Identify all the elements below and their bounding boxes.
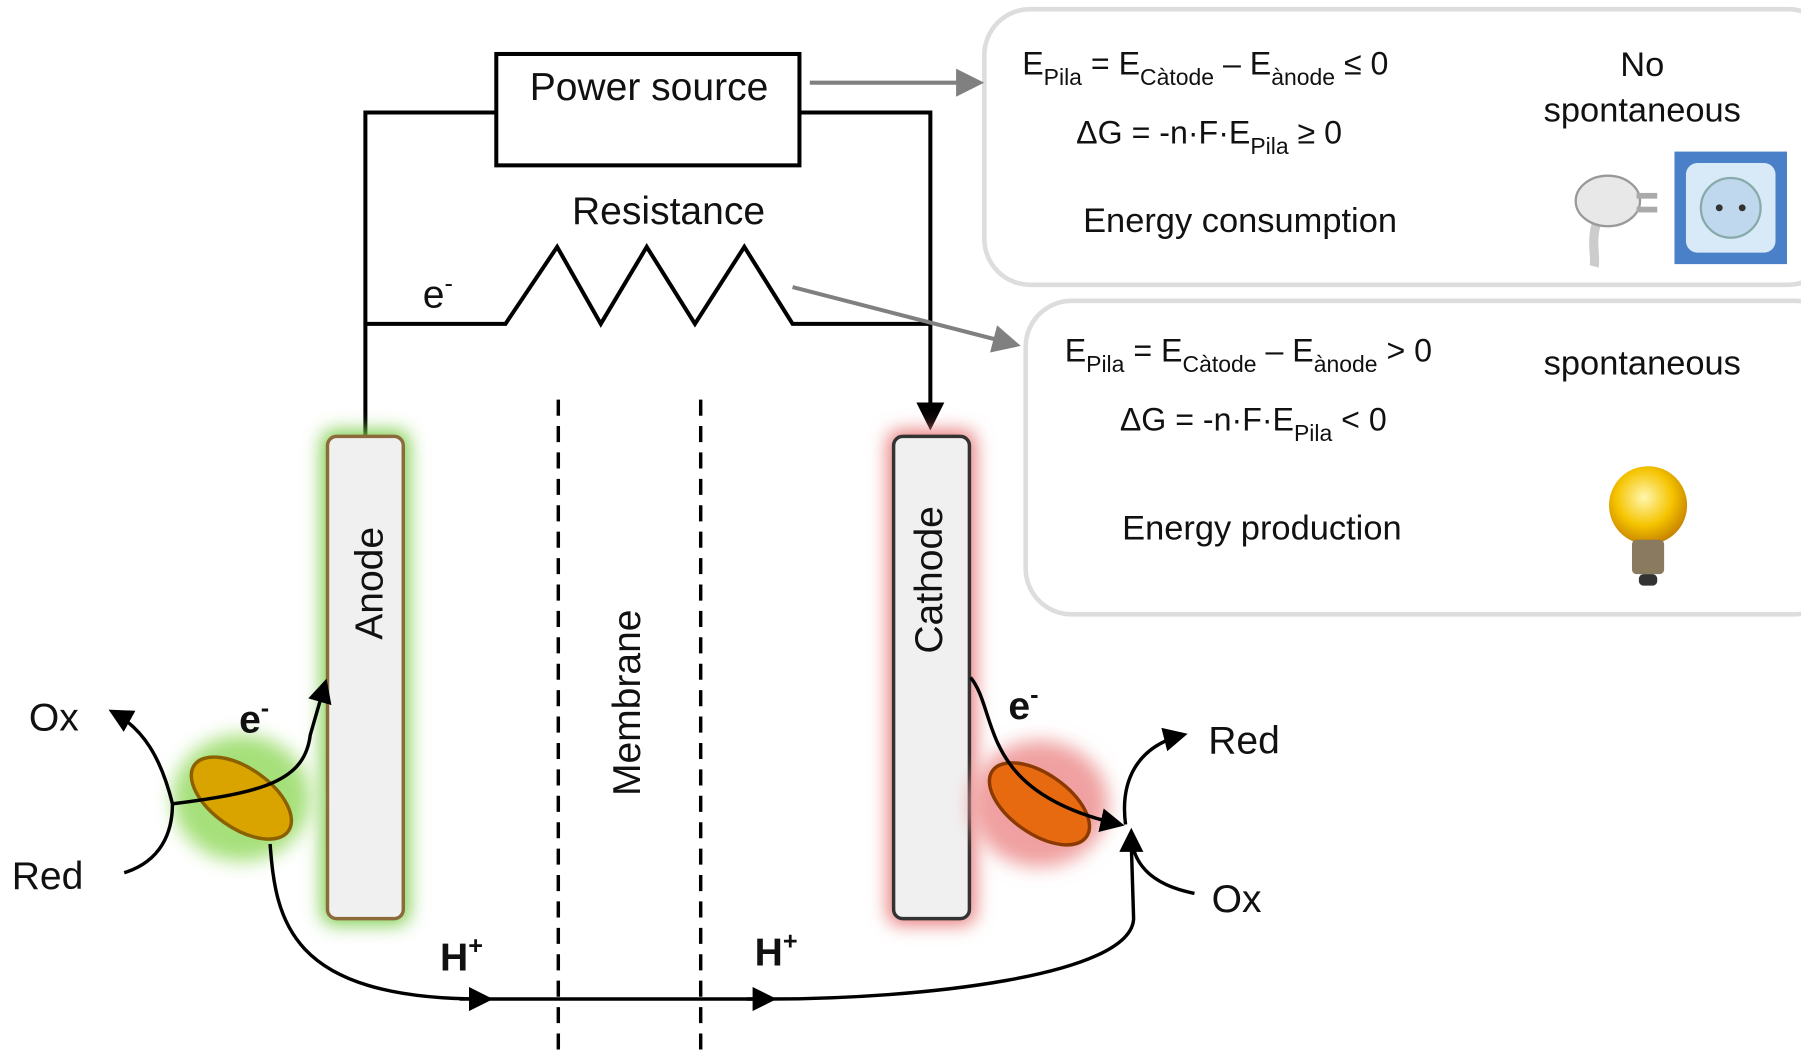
equation-part: = E bbox=[1082, 46, 1140, 82]
subscript: Pila bbox=[1294, 420, 1333, 446]
equation-part: E bbox=[1022, 46, 1043, 82]
resistance-label: Resistance bbox=[572, 190, 765, 233]
equation-part: > 0 bbox=[1378, 333, 1433, 369]
proton-label: H+ bbox=[440, 932, 483, 979]
equation-part: < 0 bbox=[1332, 402, 1387, 438]
status-label: spontaneous bbox=[1544, 92, 1741, 130]
bacterium bbox=[987, 761, 1092, 847]
equation: ΔG = -n·F·EPila < 0 bbox=[1120, 402, 1387, 446]
equation-part: – E bbox=[1214, 46, 1271, 82]
subscript: Càtode bbox=[1140, 64, 1214, 90]
cathode bbox=[891, 434, 972, 921]
cathode-label: Cathode bbox=[908, 506, 951, 654]
subscript: ànode bbox=[1314, 351, 1378, 377]
bacterium bbox=[189, 755, 294, 841]
flows bbox=[108, 676, 1195, 1012]
electron-label: e- bbox=[423, 270, 453, 317]
subscript: Càtode bbox=[1183, 351, 1257, 377]
equation-part: ≤ 0 bbox=[1335, 46, 1388, 82]
plug-icon bbox=[1574, 174, 1658, 268]
bulb-icon bbox=[1609, 466, 1688, 586]
equation-part: = E bbox=[1124, 333, 1182, 369]
equation-part: – E bbox=[1257, 333, 1314, 369]
equation-part: E bbox=[1065, 333, 1086, 369]
panel-label: Energy production bbox=[1122, 510, 1402, 548]
ox-label: Ox bbox=[1212, 878, 1262, 921]
panel-label: Energy consumption bbox=[1083, 202, 1397, 240]
anode-label: Anode bbox=[349, 527, 392, 640]
equation: EPila = ECàtode – Eànode > 0 bbox=[1065, 333, 1432, 377]
subscript: Pila bbox=[1044, 64, 1083, 90]
membrane-label: Membrane bbox=[606, 609, 649, 796]
equation-part: ΔG = -n·F·E bbox=[1076, 115, 1250, 151]
subscript: Pila bbox=[1250, 133, 1289, 159]
equation: ΔG = -n·F·EPila ≥ 0 bbox=[1076, 115, 1342, 159]
anode bbox=[325, 434, 406, 921]
socket-icon bbox=[1674, 151, 1787, 265]
subscript: Pila bbox=[1086, 351, 1125, 377]
electron-label: e- bbox=[239, 695, 269, 742]
membrane-line bbox=[556, 399, 703, 1053]
resistor bbox=[365, 243, 931, 328]
red-label: Red bbox=[12, 855, 84, 898]
ox-label: Ox bbox=[29, 696, 79, 739]
electron-label: e- bbox=[1008, 681, 1038, 728]
equation-part: ΔG = -n·F·E bbox=[1120, 402, 1294, 438]
equation: EPila = ECàtode – Eànode ≤ 0 bbox=[1022, 46, 1388, 90]
power-label: Power source bbox=[530, 66, 769, 109]
status-label: spontaneous bbox=[1544, 344, 1741, 382]
power-box bbox=[494, 51, 802, 168]
equation-part: ≥ 0 bbox=[1289, 115, 1342, 151]
proton-label: H+ bbox=[755, 928, 798, 975]
red-label: Red bbox=[1208, 719, 1280, 762]
subscript: ànode bbox=[1271, 64, 1335, 90]
panel bbox=[1023, 298, 1801, 617]
status-label: No bbox=[1620, 46, 1664, 84]
pointer-arrow bbox=[792, 285, 1021, 353]
